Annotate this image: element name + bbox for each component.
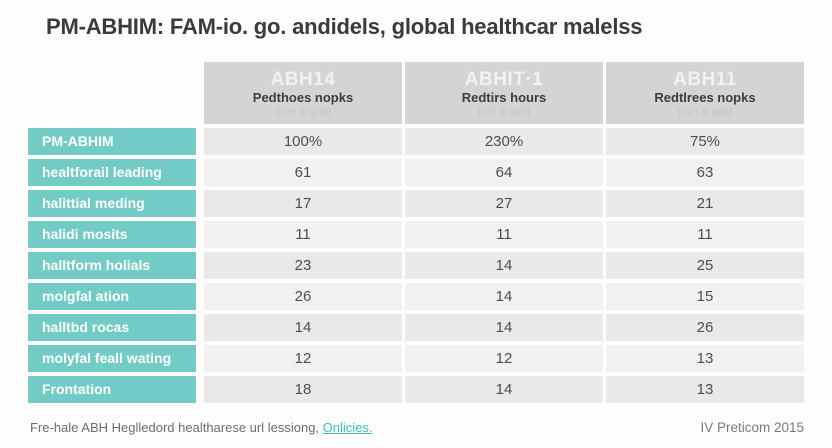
table-row: Frontation 18 14 13 [28, 376, 804, 403]
column-note: (min al gpb) [677, 106, 733, 118]
table-cell: 26 [606, 314, 804, 341]
table-row: healtforail leading 61 64 63 [28, 159, 804, 186]
table-row: molyfal feall wating 12 12 13 [28, 345, 804, 372]
column-header: ABHIT·1 Redtirs hours (mit al gob) [405, 62, 603, 124]
table-cell: 12 [405, 345, 603, 372]
column-code: ABH11 [673, 69, 737, 90]
source-line: Fre-hale ABH Heglledord healtharese url … [30, 420, 373, 435]
table-cell: 11 [204, 221, 402, 248]
table-cell: 75% [606, 128, 804, 155]
table-header-row: ABH14 Pedthoes nopks (mm al gob) ABHIT·1 Red… [204, 62, 804, 124]
table-cell: 230% [405, 128, 603, 155]
table-cell: 14 [405, 252, 603, 279]
source-text: Fre-hale ABH Heglledord healtharese url … [30, 420, 320, 435]
table-cell: 27 [405, 190, 603, 217]
row-label: halltbd rocas [28, 314, 196, 341]
table-cell: 13 [606, 376, 804, 403]
column-header: ABH11 Redtlrees nopks (min al gpb) [606, 62, 804, 124]
row-label: PM-ABHIM [28, 128, 196, 155]
table-row: halltform holials 23 14 25 [28, 252, 804, 279]
table-cell: 25 [606, 252, 804, 279]
row-label: molyfal feall wating [28, 345, 196, 372]
table-cell: 100% [204, 128, 402, 155]
table-cell: 14 [405, 283, 603, 310]
column-subtitle: Redtirs hours [461, 90, 547, 105]
table-cell: 61 [204, 159, 402, 186]
table-row: molgfal ation 26 14 15 [28, 283, 804, 310]
table-cell: 11 [405, 221, 603, 248]
table-body: PM-ABHIM 100% 230% 75% healtforail leading 61… [28, 128, 804, 403]
source-link[interactable]: Onlicies. [322, 420, 373, 435]
column-note: (mit al gob) [477, 106, 531, 118]
column-header: ABH14 Pedthoes nopks (mm al gob) [204, 62, 402, 124]
row-label: molgfal ation [28, 283, 196, 310]
row-label: healtforail leading [28, 159, 196, 186]
table-cell: 23 [204, 252, 402, 279]
table-cell: 11 [606, 221, 804, 248]
table-cell: 63 [606, 159, 804, 186]
column-subtitle: Redtlrees nopks [654, 90, 756, 105]
data-table: ABH14 Pedthoes nopks (mm al gob) ABHIT·1 Red… [28, 62, 804, 407]
row-label: halidi mosits [28, 221, 196, 248]
table-row: halltbd rocas 14 14 26 [28, 314, 804, 341]
footer: Fre-hale ABH Heglledord healtharese url … [30, 420, 804, 435]
table-row: halidi mosits 11 11 11 [28, 221, 804, 248]
table-cell: 15 [606, 283, 804, 310]
table-cell: 21 [606, 190, 804, 217]
table-row: halittial meding 17 27 21 [28, 190, 804, 217]
row-label: halittial meding [28, 190, 196, 217]
table-cell: 18 [204, 376, 402, 403]
column-code: ABH14 [270, 69, 336, 90]
row-label: halltform holials [28, 252, 196, 279]
column-note: (mm al gob) [274, 106, 331, 118]
table-cell: 26 [204, 283, 402, 310]
page-title: PM-ABHIM: FAM-io. go. andidels, global h… [46, 14, 643, 39]
table-cell: 14 [405, 376, 603, 403]
column-code: ABHIT·1 [464, 69, 544, 90]
table-row: PM-ABHIM 100% 230% 75% [28, 128, 804, 155]
table-cell: 12 [204, 345, 402, 372]
table-cell: 64 [405, 159, 603, 186]
table-cell: 14 [405, 314, 603, 341]
table-cell: 13 [606, 345, 804, 372]
column-subtitle: Pedthoes nopks [252, 90, 354, 105]
table-cell: 14 [204, 314, 402, 341]
row-label: Frontation [28, 376, 196, 403]
credit-text: IV Preticom 2015 [700, 420, 804, 435]
table-cell: 17 [204, 190, 402, 217]
